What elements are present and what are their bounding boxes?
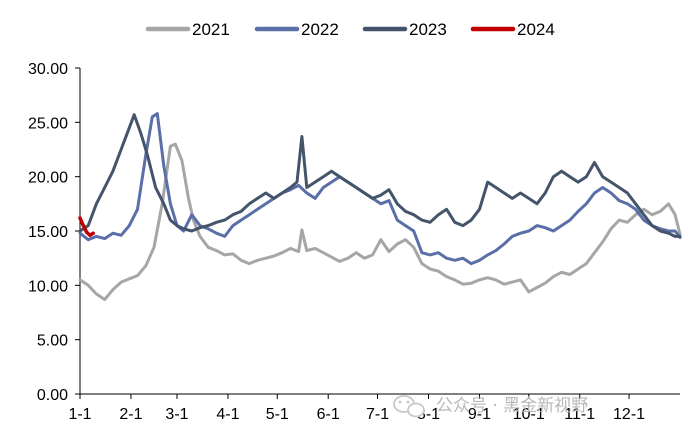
series-line-2024 <box>78 216 95 238</box>
y-axis-ticks: 0.00 5.00 10.00 15.00 20.00 25.00 30.00 <box>28 61 80 404</box>
watermark-text: 公众号 · 黑金新视野 <box>436 396 588 416</box>
wechat-icon <box>393 395 425 418</box>
x-tick-label: 3-1 <box>165 406 188 423</box>
x-tick-label: 10-1 <box>513 406 545 423</box>
legend-label-2023: 2023 <box>409 20 447 39</box>
x-tick-label: 6-1 <box>317 406 340 423</box>
x-tick-label: 11-1 <box>564 406 595 423</box>
y-tick-label: 20.00 <box>28 170 68 187</box>
x-tick-label: 9-1 <box>468 406 491 423</box>
legend-label-2022: 2022 <box>301 20 339 39</box>
legend-label-2021: 2021 <box>192 20 230 39</box>
x-axis-ticks: 1-1 2-1 3-1 4-1 5-1 6-1 7-1 8-1 9-1 10-1 11-1 12-1 <box>68 394 645 423</box>
y-tick-label: 30.00 <box>28 61 68 78</box>
y-tick-label: 10.00 <box>28 278 68 295</box>
legend: 2021 2022 2023 2024 <box>145 20 555 39</box>
series-line-2023 <box>78 113 682 238</box>
y-tick-label: 25.00 <box>28 115 68 132</box>
x-tick-label: 5-1 <box>266 406 289 423</box>
x-tick-label: 4-1 <box>216 406 239 423</box>
x-tick-label: 2-1 <box>119 406 142 423</box>
y-tick-label: 0.00 <box>37 387 68 404</box>
y-tick-label: 15.00 <box>28 224 68 241</box>
series-lines <box>78 112 682 301</box>
series-line-2022 <box>78 112 682 266</box>
x-tick-label: 12-1 <box>613 406 645 423</box>
watermark: 公众号 · 黑金新视野 <box>393 395 588 418</box>
y-tick-label: 5.00 <box>37 333 68 350</box>
x-tick-label: 1-1 <box>68 406 91 423</box>
x-tick-label: 7-1 <box>366 406 389 423</box>
legend-label-2024: 2024 <box>517 20 555 39</box>
axes <box>79 68 680 395</box>
series-line-2021 <box>78 142 682 301</box>
